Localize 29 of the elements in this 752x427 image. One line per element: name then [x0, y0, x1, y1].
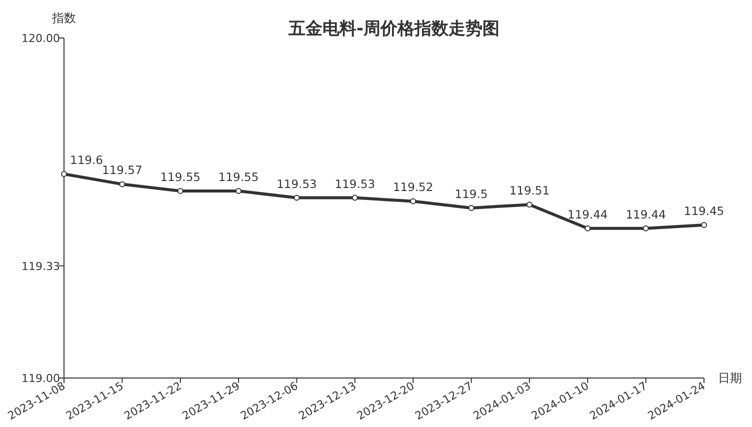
data-label: 119.5: [454, 187, 488, 201]
data-label: 119.55: [160, 170, 200, 184]
data-label: 119.44: [568, 207, 608, 222]
data-label: 119.44: [626, 207, 666, 222]
data-label: 119.6: [70, 153, 103, 167]
point: [410, 198, 416, 204]
data-label: 119.53: [276, 176, 317, 191]
point: [119, 181, 126, 188]
data-label: 119.51: [509, 184, 550, 198]
data-label: 119.57: [102, 163, 142, 178]
data-label: 119.45: [684, 204, 724, 218]
point: [177, 188, 184, 194]
y-axis-title: 指数: [51, 11, 76, 25]
x-axis-title: 日期: [718, 371, 742, 385]
point: [236, 188, 242, 194]
y-tick-label: 120.00: [22, 32, 60, 45]
chart-title: 五金电料-周价格指数走势图: [287, 19, 500, 39]
point: [352, 194, 358, 201]
point: [294, 194, 300, 201]
data-label: 119.52: [392, 180, 434, 194]
point: [642, 225, 649, 232]
data-label: 119.53: [334, 176, 376, 191]
point: [468, 205, 474, 211]
point: [701, 222, 707, 228]
point: [584, 225, 591, 232]
point: [61, 171, 67, 177]
y-tick-label: 119.33: [22, 260, 60, 273]
data-label: 119.55: [218, 170, 259, 184]
point: [526, 202, 532, 208]
